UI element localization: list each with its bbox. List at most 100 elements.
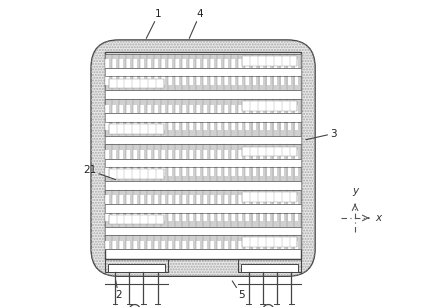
Bar bbox=[175, 122, 179, 130]
Bar bbox=[154, 122, 158, 130]
Text: 4: 4 bbox=[189, 9, 203, 38]
Bar bbox=[109, 169, 164, 179]
Bar bbox=[147, 150, 151, 158]
Bar bbox=[168, 241, 172, 249]
Bar bbox=[175, 241, 179, 249]
Bar bbox=[189, 105, 193, 113]
Bar bbox=[218, 150, 222, 158]
Bar bbox=[119, 59, 123, 68]
Bar bbox=[161, 167, 165, 176]
Bar bbox=[105, 136, 301, 145]
Bar bbox=[238, 105, 242, 113]
Bar bbox=[105, 122, 301, 136]
Bar bbox=[210, 167, 214, 176]
Bar bbox=[295, 241, 299, 249]
Bar bbox=[288, 241, 291, 249]
Bar bbox=[238, 150, 242, 158]
Bar bbox=[280, 150, 284, 158]
Bar bbox=[196, 105, 200, 113]
Bar bbox=[105, 91, 301, 99]
Bar bbox=[245, 241, 249, 249]
Bar bbox=[253, 105, 256, 113]
Bar bbox=[147, 241, 151, 249]
Bar bbox=[105, 259, 168, 272]
Bar bbox=[260, 76, 264, 85]
Bar bbox=[260, 150, 264, 158]
Bar bbox=[175, 212, 179, 221]
Bar bbox=[210, 76, 214, 85]
Bar bbox=[189, 241, 193, 249]
Bar bbox=[267, 59, 270, 68]
Bar bbox=[105, 167, 109, 176]
Bar bbox=[203, 105, 207, 113]
Bar bbox=[253, 59, 256, 68]
Bar bbox=[267, 122, 270, 130]
Bar bbox=[140, 150, 144, 158]
Bar bbox=[245, 212, 249, 221]
Bar bbox=[280, 212, 284, 221]
Bar bbox=[242, 146, 297, 156]
Bar bbox=[168, 105, 172, 113]
Bar bbox=[154, 59, 158, 68]
Bar bbox=[210, 105, 214, 113]
Bar bbox=[274, 76, 277, 85]
Bar bbox=[231, 212, 235, 221]
Bar bbox=[280, 241, 284, 249]
Bar bbox=[196, 150, 200, 158]
Bar bbox=[126, 105, 130, 113]
Bar bbox=[189, 167, 193, 176]
Bar bbox=[203, 122, 207, 130]
Bar bbox=[196, 196, 200, 204]
Bar bbox=[133, 59, 137, 68]
Bar bbox=[105, 241, 109, 249]
Bar bbox=[267, 241, 270, 249]
Bar bbox=[274, 105, 277, 113]
Bar bbox=[225, 59, 228, 68]
Bar bbox=[210, 150, 214, 158]
Text: y: y bbox=[352, 186, 358, 196]
Bar bbox=[189, 59, 193, 68]
Bar bbox=[154, 150, 158, 158]
Bar bbox=[126, 150, 130, 158]
Bar bbox=[231, 241, 235, 249]
Bar bbox=[253, 122, 256, 130]
Bar bbox=[161, 150, 165, 158]
Bar bbox=[154, 241, 158, 249]
Bar bbox=[242, 101, 297, 111]
Bar bbox=[140, 122, 144, 130]
Bar bbox=[210, 241, 214, 249]
Text: 1: 1 bbox=[146, 9, 162, 38]
Bar bbox=[105, 105, 109, 113]
Bar bbox=[154, 167, 158, 176]
Bar bbox=[119, 105, 123, 113]
Bar bbox=[105, 235, 301, 249]
Bar bbox=[288, 212, 291, 221]
Bar bbox=[225, 196, 228, 204]
Bar bbox=[168, 76, 172, 85]
Bar bbox=[189, 76, 193, 85]
Bar bbox=[147, 212, 151, 221]
Bar bbox=[196, 76, 200, 85]
Bar bbox=[112, 196, 116, 204]
Bar bbox=[105, 113, 301, 122]
Bar bbox=[112, 76, 116, 85]
Bar bbox=[154, 76, 158, 85]
Bar bbox=[253, 241, 256, 249]
Bar bbox=[288, 196, 291, 204]
Bar bbox=[203, 76, 207, 85]
Bar bbox=[105, 52, 301, 259]
Bar bbox=[112, 150, 116, 158]
Bar bbox=[245, 167, 249, 176]
Bar bbox=[175, 105, 179, 113]
Bar bbox=[218, 241, 222, 249]
Bar bbox=[253, 76, 256, 85]
Bar bbox=[133, 122, 137, 130]
Bar bbox=[183, 122, 186, 130]
Bar bbox=[183, 150, 186, 158]
Bar bbox=[175, 196, 179, 204]
Bar bbox=[238, 241, 242, 249]
Bar bbox=[108, 264, 165, 272]
Bar bbox=[161, 122, 165, 130]
Bar bbox=[133, 167, 137, 176]
Bar bbox=[196, 167, 200, 176]
